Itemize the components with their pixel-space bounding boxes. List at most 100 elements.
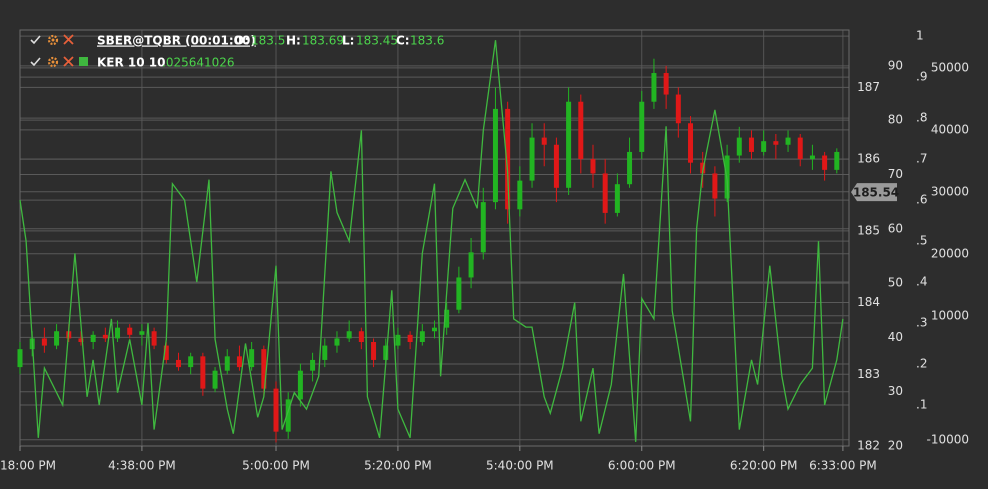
candle-body [456, 277, 462, 310]
y-tick-label: 185 [857, 223, 880, 237]
readout-value: 183.69 [302, 34, 344, 48]
candle-body [529, 137, 535, 181]
y-tick-label: .2 [916, 357, 927, 371]
y-tick-label: 90 [888, 58, 903, 72]
price-marker-box [851, 183, 897, 202]
settings-icon[interactable] [47, 34, 59, 46]
candle-body [785, 137, 791, 145]
marks [17, 40, 844, 443]
candle-body [285, 399, 291, 432]
y-tick-label: .8 [916, 111, 927, 125]
candle-body [590, 159, 596, 174]
candle-body [736, 137, 742, 156]
candle-body [432, 327, 437, 332]
y-tick-label: .5 [916, 234, 927, 248]
candle-body [797, 137, 803, 160]
candle-body [578, 101, 584, 160]
remove-icon[interactable] [63, 56, 74, 67]
readout-value: 183.6 [410, 34, 444, 48]
x-tick-label: 6:00:00 PM [608, 459, 676, 473]
remove-icon[interactable] [63, 34, 74, 45]
candle-body [200, 356, 206, 389]
candle-body [346, 331, 352, 339]
candle-body [261, 349, 267, 389]
y-tick-label: .3 [916, 316, 927, 330]
candle-body [224, 356, 230, 371]
readout-label: C: [396, 34, 410, 48]
candle-body [273, 388, 279, 432]
y-tick-label: 60 [888, 221, 903, 235]
candle-body [492, 108, 498, 203]
candle-body [688, 123, 694, 163]
candle-body [602, 173, 608, 213]
indicator-line [19, 40, 844, 442]
candle-body [712, 173, 718, 199]
x-tick-label: 18:00 PM [0, 459, 56, 473]
y-tick-label: .4 [916, 275, 927, 289]
series-name[interactable]: SBER@TQBR (00:01:00) [97, 34, 256, 48]
candle-body [139, 331, 145, 335]
candle-body [334, 338, 340, 346]
y-tick-label: 186 [857, 152, 880, 166]
candle-body [761, 141, 767, 152]
candle-body [614, 184, 620, 213]
candle-body [822, 155, 828, 170]
candle-body [541, 137, 547, 145]
candle-body [566, 101, 572, 188]
candle-body [468, 252, 474, 278]
candle-body [773, 141, 779, 145]
x-tick-label: 5:40:00 PM [486, 459, 554, 473]
candle-body [78, 338, 84, 342]
candle-body [505, 108, 511, 210]
candle-body [41, 338, 47, 346]
settings-icon[interactable] [47, 56, 59, 68]
candle-body [553, 144, 559, 188]
visibility-check[interactable] [30, 35, 41, 45]
readout-value: 183.5 [251, 34, 285, 48]
candle-body [249, 349, 255, 368]
y-tick-label: 10000 [931, 308, 969, 322]
candle-body [297, 370, 303, 400]
y-tick-label: .7 [916, 152, 927, 166]
candle-body [127, 327, 133, 335]
series-name[interactable]: KER 10 10 [97, 56, 166, 70]
candle-body [115, 327, 121, 339]
candle-body [407, 334, 413, 342]
candle-body [358, 331, 364, 342]
y-tick-label: 40000 [931, 122, 969, 136]
candle-body [480, 202, 486, 253]
candle-body [517, 180, 523, 210]
candle-body [663, 73, 669, 95]
y-tick-label: 183 [857, 367, 880, 381]
y-tick-label: 20 [888, 439, 903, 453]
candle-body [809, 155, 815, 160]
y-tick-label: 1 [916, 29, 924, 43]
candle-body [383, 345, 389, 360]
y-tick-label: 187 [857, 80, 880, 94]
readout-value: 183.45 [356, 34, 398, 48]
x-tick-label: 6:33:00 PM [809, 459, 877, 473]
candle-body [163, 345, 169, 360]
candle-body [90, 334, 96, 342]
y-tick-label: 20000 [931, 246, 969, 260]
candle-body [212, 370, 218, 389]
readout-label: O: [234, 34, 249, 48]
candle-body [54, 331, 60, 346]
legend-swatch [79, 57, 88, 66]
candle-body [419, 331, 425, 342]
last-value: .025641026 [162, 56, 235, 70]
candle-body [236, 356, 242, 368]
candle-body [102, 334, 108, 339]
candle-body [627, 151, 633, 185]
visibility-check[interactable] [30, 57, 41, 67]
y-tick-label: 30000 [931, 184, 969, 198]
candle-body [651, 73, 657, 102]
plot-frame [19, 29, 850, 447]
candle-body [17, 349, 23, 368]
x-tick-label: 6:20:00 PM [730, 459, 798, 473]
candle-body [748, 137, 754, 152]
x-tick-label: 4:38:00 PM [108, 459, 176, 473]
legend-row: SBER@TQBR (00:01:00) O: 183.5 H: 183.69 … [30, 34, 444, 48]
